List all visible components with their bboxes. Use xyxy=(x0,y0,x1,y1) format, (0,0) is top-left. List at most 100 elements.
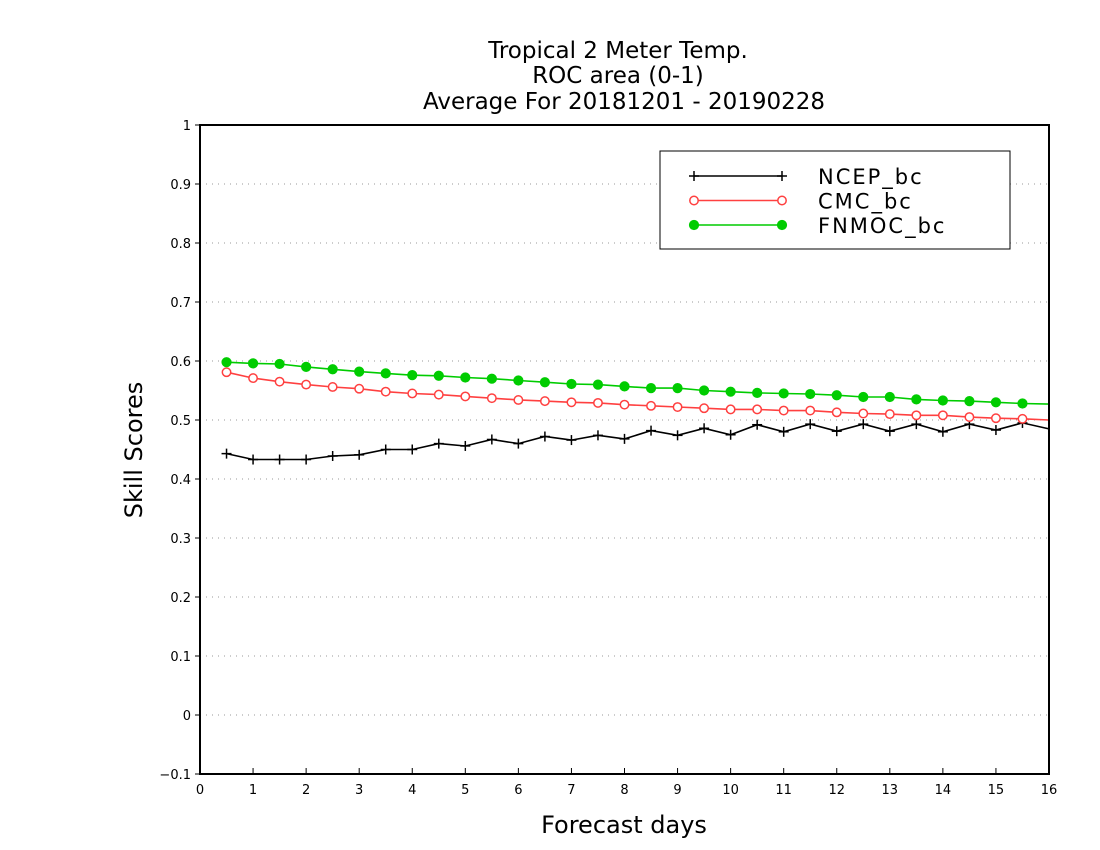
x-tick-label: 3 xyxy=(355,783,363,798)
x-tick-label: 11 xyxy=(775,783,792,798)
data-point-cmc-bc xyxy=(752,404,763,415)
data-point-cmc-bc xyxy=(593,397,603,408)
y-tick-label: −0.1 xyxy=(159,768,191,783)
data-point-ncep-bc xyxy=(433,438,444,449)
data-point-ncep-bc xyxy=(513,438,524,449)
data-point-fnmoc-bc xyxy=(301,361,312,372)
data-point-fnmoc-bc xyxy=(1017,398,1028,409)
data-point-cmc-bc xyxy=(646,400,656,411)
data-point-ncep-bc xyxy=(778,426,789,437)
x-axis-label: Forecast days xyxy=(541,811,707,839)
data-point-ncep-bc xyxy=(539,431,550,442)
legend-marker-fnmoc-bc xyxy=(688,219,700,231)
data-point-cmc-bc xyxy=(513,394,524,405)
data-point-fnmoc-bc xyxy=(460,372,471,383)
data-point-fnmoc-bc xyxy=(990,397,1002,408)
data-point-cmc-bc xyxy=(831,407,842,418)
data-point-cmc-bc xyxy=(460,391,471,402)
x-axis-ticks: 0 1 2 3 4 5 6 7 8 9 10 11 12 13 14 15 16 xyxy=(196,768,1057,798)
x-tick-label: 0 xyxy=(196,783,204,798)
data-point-cmc-bc xyxy=(672,402,683,412)
x-tick-label: 12 xyxy=(828,783,845,798)
data-point-fnmoc-bc xyxy=(884,391,895,403)
legend-marker-ncep-bc xyxy=(777,171,787,181)
x-tick-label: 15 xyxy=(988,783,1005,798)
series-line-fnmoc-bc xyxy=(226,361,1050,405)
data-point-ncep-bc xyxy=(805,419,816,430)
y-tick-label: 0.9 xyxy=(170,178,191,193)
data-point-fnmoc-bc xyxy=(513,375,524,386)
data-point-ncep-bc xyxy=(672,430,683,441)
x-tick-label: 4 xyxy=(408,783,416,798)
series-line-ncep-bc xyxy=(226,422,1050,461)
series-lines xyxy=(221,357,1050,465)
data-point-fnmoc-bc xyxy=(752,387,763,398)
y-tick-label: 0.8 xyxy=(170,237,191,252)
data-point-ncep-bc xyxy=(592,430,603,441)
data-point-fnmoc-bc xyxy=(486,373,497,384)
legend-marker-cmc-bc xyxy=(689,195,699,206)
data-point-fnmoc-bc xyxy=(539,377,551,388)
x-tick-label: 5 xyxy=(461,783,469,798)
data-point-cmc-bc xyxy=(725,404,736,415)
data-point-cmc-bc xyxy=(1017,413,1028,424)
series-line-cmc-bc xyxy=(226,371,1050,421)
data-point-fnmoc-bc xyxy=(645,383,657,394)
data-point-cmc-bc xyxy=(858,408,869,419)
data-point-ncep-bc xyxy=(566,435,577,446)
data-point-cmc-bc xyxy=(486,393,497,404)
legend-marker-cmc-bc xyxy=(777,195,787,206)
y-tick-label: 0.5 xyxy=(170,414,191,429)
data-point-cmc-bc xyxy=(407,388,418,399)
data-point-ncep-bc xyxy=(646,425,657,436)
data-point-cmc-bc xyxy=(327,382,338,392)
data-point-ncep-bc xyxy=(327,450,338,461)
data-point-fnmoc-bc xyxy=(858,391,869,403)
data-point-fnmoc-bc xyxy=(433,370,444,381)
data-point-cmc-bc xyxy=(884,409,895,420)
data-point-ncep-bc xyxy=(301,454,312,465)
data-point-ncep-bc xyxy=(619,433,630,444)
data-point-ncep-bc xyxy=(911,419,922,430)
data-point-fnmoc-bc xyxy=(592,379,604,390)
data-point-cmc-bc xyxy=(566,397,577,408)
data-point-ncep-bc xyxy=(858,419,869,430)
x-tick-label: 16 xyxy=(1041,783,1058,798)
chart-title-line-1: Tropical 2 Meter Temp. xyxy=(487,38,748,64)
data-point-cmc-bc xyxy=(354,383,365,394)
y-tick-label: 1 xyxy=(183,119,191,134)
data-point-cmc-bc xyxy=(778,405,789,416)
data-point-fnmoc-bc xyxy=(805,388,816,400)
data-point-ncep-bc xyxy=(699,423,710,434)
data-point-fnmoc-bc xyxy=(911,394,922,405)
data-point-cmc-bc xyxy=(990,413,1001,424)
data-point-ncep-bc xyxy=(831,426,842,437)
y-axis-label: Skill Scores xyxy=(120,382,148,519)
y-tick-label: 0.2 xyxy=(170,591,191,606)
x-tick-label: 14 xyxy=(935,783,952,798)
legend-label-ncep-bc: NCEP_bc xyxy=(818,165,924,190)
data-point-ncep-bc xyxy=(248,454,259,465)
data-point-cmc-bc xyxy=(937,410,948,421)
data-point-ncep-bc xyxy=(274,454,285,465)
data-point-cmc-bc xyxy=(433,389,444,400)
legend-label-fnmoc-bc: FNMOC_bc xyxy=(818,214,946,239)
data-point-cmc-bc xyxy=(274,376,285,387)
data-point-fnmoc-bc xyxy=(778,388,789,399)
data-point-ncep-bc xyxy=(884,426,895,437)
data-point-fnmoc-bc xyxy=(221,357,232,368)
x-tick-label: 6 xyxy=(514,783,522,798)
legend-marker-fnmoc-bc xyxy=(776,219,788,231)
x-tick-label: 2 xyxy=(302,783,310,798)
data-point-fnmoc-bc xyxy=(247,358,259,369)
chart-title-line-3: Average For 20181201 - 20190228 xyxy=(423,89,825,115)
legend-label-cmc-bc: CMC_bc xyxy=(818,190,913,215)
data-point-cmc-bc xyxy=(380,386,391,397)
x-tick-label: 1 xyxy=(249,783,257,798)
data-point-ncep-bc xyxy=(725,429,736,440)
data-point-fnmoc-bc xyxy=(619,381,630,392)
y-tick-label: 0.1 xyxy=(170,650,191,665)
